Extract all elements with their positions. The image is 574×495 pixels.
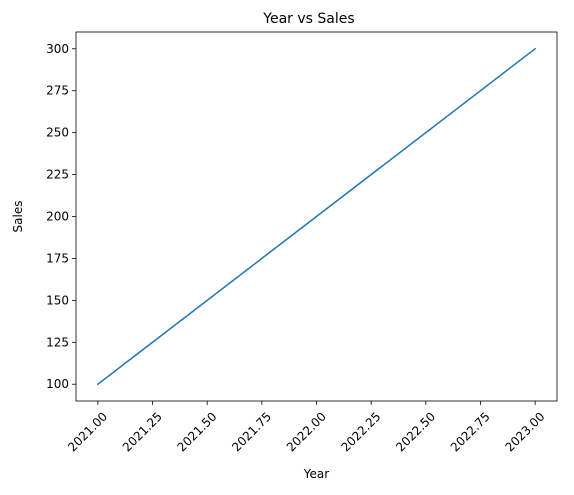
series-layer [96,47,537,386]
y-tick-label: 225 [46,168,69,182]
y-tick-label: 175 [46,251,69,265]
y-tick-label: 100 [46,377,69,391]
chart-title: Year vs Sales [262,11,354,27]
x-axis-label: Year [303,467,329,481]
y-tick-label: 200 [46,210,69,224]
y-tick-label: 300 [46,42,69,56]
plot-area-frame [75,31,558,402]
y-axis-label: Sales [11,201,25,233]
series-line [96,47,537,386]
y-tick-label: 125 [46,335,69,349]
y-tick-label: 275 [46,84,69,98]
y-tick-label: 150 [46,293,69,307]
y-axis-ticks: 100 125 150 175 200 225 250 275 300 [46,42,76,391]
y-tick-label: 250 [46,126,69,140]
